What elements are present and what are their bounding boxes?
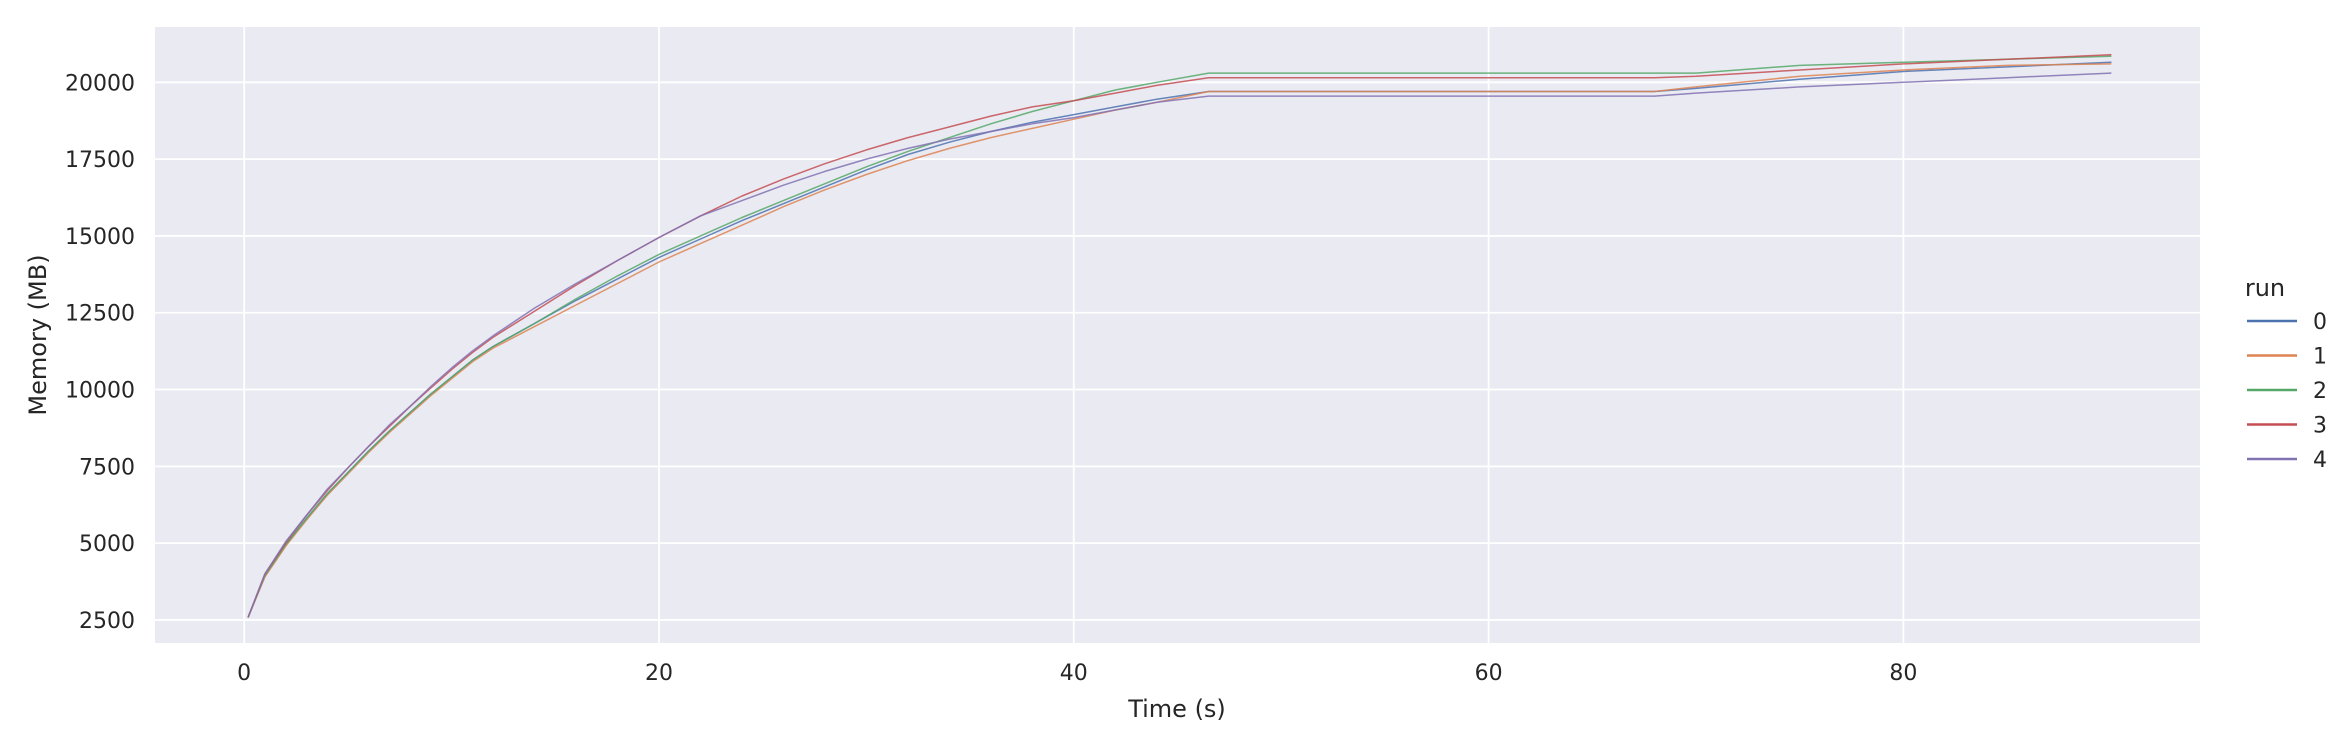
x-tick-label: 40: [1060, 661, 1088, 686]
plot-area: [155, 27, 2200, 643]
y-tick-label: 5000: [79, 532, 135, 557]
legend-label: 0: [2313, 310, 2327, 335]
x-axis-label: Time (s): [1127, 695, 1226, 723]
legend-label: 1: [2313, 345, 2327, 370]
x-tick-label: 60: [1475, 661, 1503, 686]
legend-label: 3: [2313, 414, 2327, 439]
y-tick-label: 15000: [65, 225, 135, 250]
y-axis-ticks: 2500 5000 7500 10000 12500 15000 17500 20000: [65, 71, 135, 634]
series-line-run-2: [247, 55, 2112, 618]
y-tick-label: 2500: [79, 609, 135, 634]
y-tick-label: 10000: [65, 379, 135, 404]
legend-items: 0 1 2 3 4: [2247, 310, 2327, 473]
x-axis-ticks: 0 20 40 60 80: [237, 661, 1917, 686]
x-tick-label: 0: [237, 661, 251, 686]
legend: run 0 1 2 3 4: [2245, 274, 2327, 473]
y-axis-label: Memory (MB): [24, 254, 52, 415]
series-line-run-1: [247, 63, 2112, 618]
series-line-run-4: [247, 72, 2112, 618]
x-tick-label: 20: [645, 661, 673, 686]
y-tick-label: 7500: [79, 455, 135, 480]
series-layer: [247, 53, 2112, 618]
legend-label: 2: [2313, 379, 2327, 404]
y-tick-label: 20000: [65, 71, 135, 96]
x-tick-label: 80: [1889, 661, 1917, 686]
y-tick-label: 17500: [65, 148, 135, 173]
y-tick-label: 12500: [65, 302, 135, 327]
legend-title: run: [2245, 274, 2285, 302]
legend-label: 4: [2313, 448, 2327, 473]
